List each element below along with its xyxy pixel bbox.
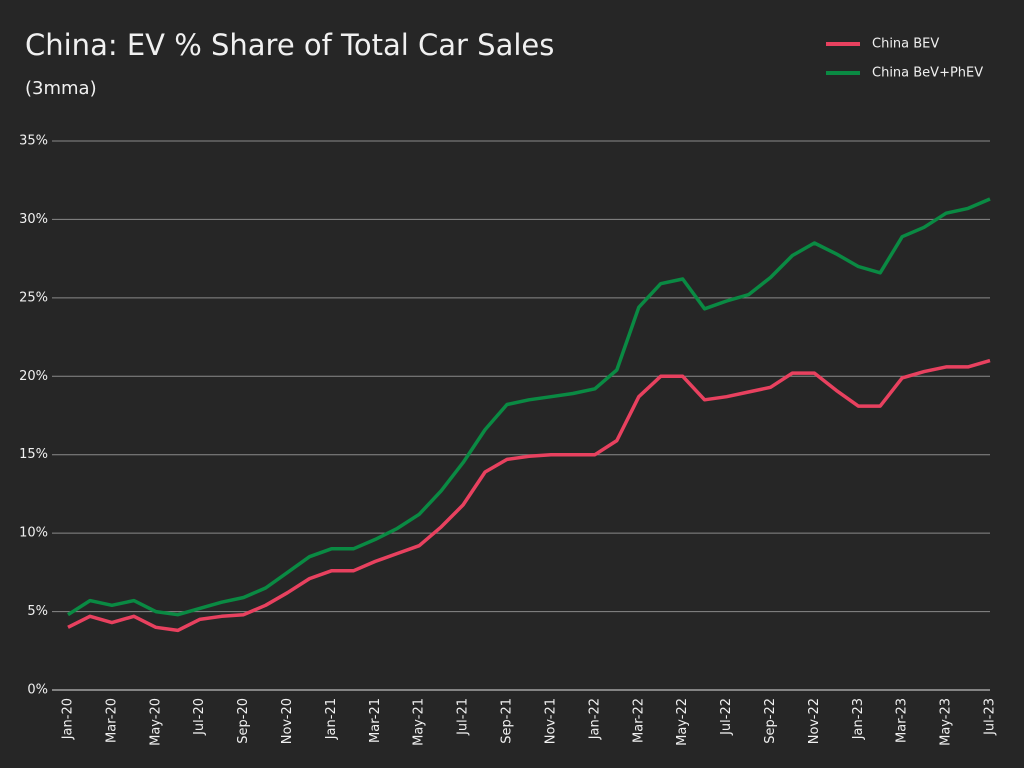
y-tick-label: 20% (19, 369, 48, 384)
x-tick-label: May-22 (675, 698, 690, 746)
x-tick-label: Jan-21 (324, 698, 339, 740)
x-tick-label: Nov-22 (807, 698, 822, 744)
x-tick-label: Jul-21 (456, 698, 471, 736)
line-series (67, 197, 991, 617)
x-tick-label: Sep-20 (236, 698, 251, 744)
chart-title: China: EV % Share of Total Car Sales (25, 28, 554, 62)
x-tick-label: Jan-23 (851, 698, 866, 740)
x-tick-label: Mar-22 (631, 698, 646, 743)
y-tick-label: 35% (19, 134, 48, 149)
x-tick-label: Jul-20 (192, 698, 207, 736)
y-tick-label: 0% (27, 683, 48, 698)
x-tick-label: Jan-20 (61, 698, 76, 740)
chart-subtitle: (3mma) (25, 78, 97, 99)
line-series (67, 358, 991, 633)
x-tick-label: Sep-22 (763, 698, 778, 744)
y-tick-label: 30% (19, 212, 48, 227)
legend-label: China BEV (872, 37, 939, 52)
x-tick-label: Mar-21 (368, 698, 383, 743)
x-tick-label: Jan-22 (587, 698, 602, 740)
x-tick-label: Jul-23 (983, 698, 998, 736)
x-tick-label: Nov-21 (543, 698, 558, 744)
legend-label: China BeV+PhEV (872, 66, 983, 81)
x-tick-label: May-20 (148, 698, 163, 746)
y-tick-label: 10% (19, 526, 48, 541)
x-tick-label: Jul-22 (719, 698, 734, 736)
x-tick-label: Nov-20 (280, 698, 295, 744)
x-tick-label: Mar-20 (104, 698, 119, 743)
x-tick-label: Mar-23 (895, 698, 910, 743)
y-tick-label: 5% (27, 604, 48, 619)
x-tick-label: May-21 (412, 698, 427, 746)
x-tick-label: Sep-21 (500, 698, 515, 744)
y-tick-label: 15% (19, 447, 48, 462)
y-tick-label: 25% (19, 290, 48, 305)
x-tick-label: May-23 (939, 698, 954, 746)
